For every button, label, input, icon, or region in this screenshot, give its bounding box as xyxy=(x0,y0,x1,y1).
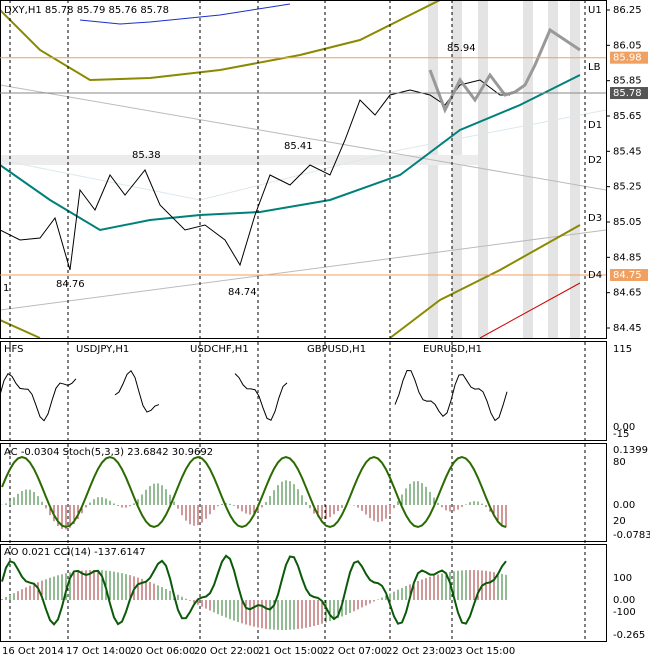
stochastic-line xyxy=(1,455,507,529)
axis-label: 115 xyxy=(613,344,632,355)
price-label: 86.25 xyxy=(613,5,642,16)
hfs-line xyxy=(114,369,160,413)
time-label: 17 Oct 14:00 xyxy=(66,646,131,657)
price-annotation: 85.94 xyxy=(447,43,476,54)
axis-label: 0.1399 xyxy=(613,445,648,456)
time-label: 20 Oct 22:00 xyxy=(194,646,259,657)
price-tag-label: 85.98 xyxy=(613,53,642,64)
level-label: LB xyxy=(588,62,601,73)
axis-label: -15 xyxy=(613,429,629,440)
price-label: 85.25 xyxy=(613,182,642,193)
price-tag xyxy=(610,51,648,64)
time-label: 21 Oct 15:00 xyxy=(258,646,323,657)
cci-line xyxy=(1,554,507,626)
time-label: 20 Oct 06:00 xyxy=(130,646,195,657)
corner-label: 1 xyxy=(3,283,9,294)
symbol-label: USDCHF,H1 xyxy=(190,344,249,355)
hfs-line xyxy=(394,369,508,422)
price-label: 85.05 xyxy=(613,217,642,228)
level-label: D3 xyxy=(588,213,602,224)
axis-label: -0.265 xyxy=(613,630,645,641)
symbol-label: EURUSD,H1 xyxy=(423,344,482,355)
price-annotation: 85.41 xyxy=(284,141,313,152)
period-separators xyxy=(9,0,586,641)
price-label: 86.05 xyxy=(613,40,642,51)
current-tag-label: 85.78 xyxy=(613,88,642,99)
symbol-label: GBPUSD,H1 xyxy=(307,344,366,355)
hfs-line xyxy=(0,373,77,422)
price-tag-label: 84.75 xyxy=(613,270,642,281)
hfs-line xyxy=(234,373,288,421)
price-label: 85.85 xyxy=(613,76,642,87)
price-label: 85.45 xyxy=(613,146,642,157)
panel-title: HFS xyxy=(4,344,23,355)
price-annotation: 84.74 xyxy=(228,287,257,298)
price-tag xyxy=(610,269,648,281)
price-label: 84.45 xyxy=(613,323,642,334)
axis-label: -100 xyxy=(613,607,636,618)
price-annotation: 85.38 xyxy=(132,150,161,161)
dynamic: 86.25 86.05 85.85 85.65 85.45 85.25 85.05 84.85… xyxy=(0,5,650,657)
panel-title: AO 0.021 CCI(14) -137.6147 xyxy=(4,547,145,558)
main-decor xyxy=(0,0,607,339)
level-label: D1 xyxy=(588,120,602,131)
axis-label: 100 xyxy=(613,573,632,584)
level-label: D2 xyxy=(588,155,602,166)
time-label: 22 Oct 23:00 xyxy=(386,646,451,657)
symbol-label: USDJPY,H1 xyxy=(76,344,129,355)
axis-label: 0.00 xyxy=(613,422,635,433)
price-annotation: 84.76 xyxy=(56,279,85,290)
current-tag xyxy=(610,87,648,100)
axis-label: -0.0783 xyxy=(613,530,650,541)
axis-label: 20 xyxy=(613,516,626,527)
axis-label: 0.00 xyxy=(613,500,635,511)
panel-title: AC -0.0304 Stoch(5,3,3) 23.6842 30.9692 xyxy=(4,447,213,458)
price-label: 85.65 xyxy=(613,111,642,122)
axis-label: 0.00 xyxy=(613,595,635,606)
price-label: 84.85 xyxy=(613,252,642,263)
axis-label: 80 xyxy=(613,457,626,468)
chart-header: DXY,H1 85.78 85.79 85.76 85.78 xyxy=(4,5,169,16)
level-label: D4 xyxy=(588,270,602,281)
panel-frames xyxy=(0,0,607,642)
price-label: 84.65 xyxy=(613,288,642,299)
level-label: U1 xyxy=(588,5,602,16)
time-label: 22 Oct 07:00 xyxy=(322,646,387,657)
time-label: 16 Oct 2014 xyxy=(2,646,64,657)
time-label: 23 Oct 15:00 xyxy=(450,646,515,657)
